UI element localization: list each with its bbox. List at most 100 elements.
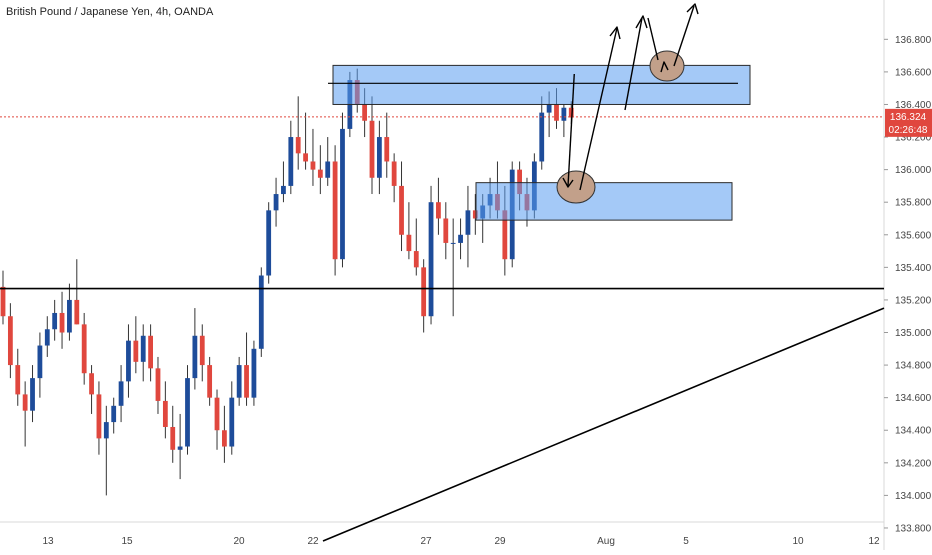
candle-bearish [391, 161, 397, 186]
price-tick-label: 136.600 [895, 67, 932, 78]
candle-bullish [229, 397, 235, 447]
price-tick-label: 136.400 [895, 100, 932, 111]
support-zone[interactable] [475, 182, 733, 221]
bar-countdown: 02:26:48 [889, 125, 928, 136]
candle-bearish [15, 365, 21, 395]
candle-bullish [376, 137, 382, 178]
price-tick-label: 134.200 [895, 458, 932, 469]
candle-bullish [546, 104, 552, 113]
projection-up-arrowhead-4[interactable] [686, 3, 699, 15]
candle-bearish [74, 299, 80, 325]
resistance-zone[interactable] [332, 64, 751, 105]
candle-bearish [384, 137, 390, 162]
candle-bearish [155, 368, 161, 401]
price-tick-label: 134.000 [895, 491, 932, 502]
price-tick-label: 135.400 [895, 263, 932, 274]
candle-bearish [317, 169, 323, 178]
trend-line[interactable] [322, 307, 885, 542]
candle-bearish [413, 251, 419, 268]
projection-down-leg[interactable] [567, 73, 575, 187]
candle-bearish [59, 312, 65, 333]
projection-up-leg[interactable] [579, 27, 618, 191]
candle-bullish [273, 194, 279, 211]
candle-bearish [436, 202, 441, 219]
time-tick-label: 13 [42, 536, 54, 547]
candle-bullish [44, 329, 50, 346]
candle-bearish [214, 397, 220, 431]
candle-bearish [421, 267, 427, 317]
candle-bearish [162, 400, 168, 427]
candle-bearish [369, 120, 375, 178]
candle-bullish [465, 210, 471, 235]
candle-bullish [126, 340, 131, 382]
candle-bearish [362, 104, 368, 121]
support-target-circle [556, 170, 596, 204]
candle-bullish [52, 312, 58, 330]
time-tick-label: Aug [597, 536, 615, 547]
candle-bearish [81, 324, 87, 374]
price-tick-label: 135.000 [895, 328, 932, 339]
price-tick-label: 135.200 [895, 295, 932, 306]
candle-bearish [207, 365, 213, 398]
time-tick-label: 20 [233, 536, 245, 547]
candle-bearish [244, 365, 249, 398]
time-axis[interactable]: 13 15 20 22 27 29 Aug 5 10 12 [42, 536, 880, 547]
candle-bullish [111, 405, 117, 423]
price-tick-label: 135.600 [895, 230, 932, 241]
projection-up-leg-4[interactable] [673, 5, 695, 67]
projection-small-arrow[interactable] [660, 61, 669, 73]
candle-bearish [133, 340, 139, 362]
candle-bullish [37, 345, 43, 379]
projection-up-arrowhead[interactable] [609, 26, 621, 40]
candle-bearish [502, 210, 508, 260]
projection-down-arrowhead[interactable] [562, 177, 574, 188]
candle-bearish [96, 394, 102, 439]
last-price-badge: 136.324 02:26:48 [885, 108, 932, 137]
candle-bearish [22, 394, 28, 411]
time-tick-label: 22 [307, 536, 319, 547]
price-tick-label: 136.000 [895, 165, 932, 176]
candle-bearish [89, 373, 94, 395]
candle-bullish [340, 128, 345, 260]
time-tick-label: 15 [121, 536, 133, 547]
time-tick-label: 29 [494, 536, 506, 547]
candle-bullish [118, 381, 124, 406]
candle-bullish [561, 107, 567, 121]
candle-bullish [281, 185, 286, 195]
candle-bearish [0, 286, 6, 317]
candle-bearish [554, 104, 559, 121]
candle-bullish [325, 161, 331, 178]
candle-bearish [199, 335, 205, 366]
candle-bullish [539, 112, 545, 162]
chart-title: British Pound / Japanese Yen, 4h, OANDA [6, 6, 214, 18]
candle-bearish [148, 335, 153, 369]
price-axis[interactable]: 133.800 134.000 134.200 134.400 134.600 134.8… [884, 35, 932, 535]
candle-bullish [140, 335, 146, 362]
candle-bearish [170, 426, 176, 450]
candle-bearish [406, 234, 412, 252]
candle-bullish [236, 365, 242, 398]
candle-bullish [67, 299, 72, 333]
candle-bullish [458, 234, 463, 243]
time-tick-label: 27 [420, 536, 432, 547]
time-tick-label: 10 [792, 536, 804, 547]
price-tick-label: 136.200 [895, 133, 932, 144]
projection-up-leg-3[interactable] [647, 17, 659, 61]
price-tick-label: 134.800 [895, 361, 932, 372]
candle-bullish [30, 378, 35, 411]
candle-bullish [177, 446, 183, 450]
candle-bullish [258, 275, 264, 349]
candle-bullish [288, 137, 294, 186]
price-tick-label: 133.800 [895, 523, 932, 534]
drawings-group [0, 3, 885, 542]
time-tick-label: 12 [868, 536, 880, 547]
projection-up-leg-2[interactable] [624, 17, 643, 111]
last-price-value: 136.324 [890, 112, 927, 123]
candle-bullish [266, 210, 272, 276]
candle-bullish [450, 242, 456, 244]
candle-bearish [472, 210, 478, 219]
projection-up-arrowhead-2[interactable] [635, 15, 648, 29]
resistance-target-circle [649, 50, 685, 82]
